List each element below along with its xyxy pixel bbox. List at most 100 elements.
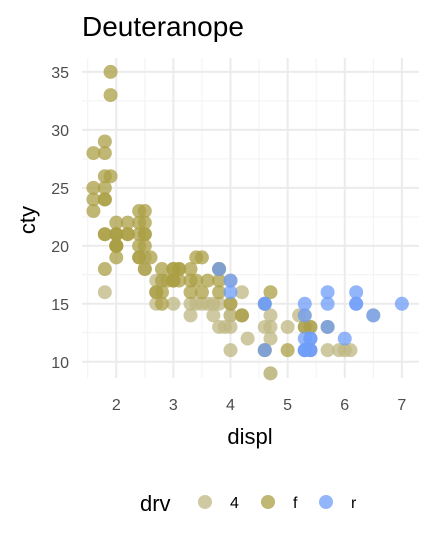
legend-key-r [319,495,333,509]
data-point-f [212,273,227,288]
plot-panel [82,58,419,381]
data-point-4 [200,296,215,311]
data-point-f [149,285,164,300]
data-point-f [109,215,124,230]
data-point-f [132,227,147,242]
data-point-r [320,285,335,300]
legend-label: 4 [230,495,239,512]
data-point-f [97,227,112,242]
y-tick-label: 20 [51,239,69,256]
data-point-4 [240,331,255,346]
data-point-r [257,343,272,358]
data-point-f [183,262,198,277]
data-point-f [200,273,215,288]
legend: drv 4 f r [140,491,357,516]
data-point-f [103,64,118,79]
data-point-f [86,180,101,195]
x-tick-label: 7 [397,397,406,414]
data-point-r [303,331,318,346]
data-point-f [189,250,204,265]
data-point-f [137,204,152,219]
data-point-f [97,262,112,277]
data-point-4 [183,308,198,323]
data-point-4 [212,296,227,311]
data-point-4 [217,319,232,334]
data-point-r [223,285,238,300]
data-point-f [109,238,124,253]
legend-title: drv [140,491,171,516]
data-point-r [366,308,381,323]
data-point-4 [263,308,278,323]
data-point-r [297,296,312,311]
x-tick-label: 4 [226,397,235,414]
data-point-f [120,215,135,230]
data-point-r [349,296,364,311]
x-tick-label: 2 [112,397,121,414]
data-point-f [97,192,112,207]
data-point-f [109,250,124,265]
data-point-r [257,296,272,311]
data-point-f [86,204,101,219]
data-point-f [143,250,158,265]
y-tick-label: 35 [51,65,69,82]
legend-label: r [351,495,357,512]
data-point-r [212,262,227,277]
data-point-f [194,285,209,300]
data-point-f [212,285,227,300]
y-axis-title: cty [15,206,40,234]
data-point-f [97,180,112,195]
data-point-f [189,273,204,288]
data-point-f [263,285,278,300]
legend-keys: 4 f r [198,495,357,512]
data-point-f [183,285,198,300]
data-point-r [297,343,312,358]
data-point-4 [263,331,278,346]
data-point-r [320,296,335,311]
data-point-4 [223,343,238,358]
data-point-f [280,343,295,358]
data-point-f [97,146,112,161]
y-tick-label: 15 [51,297,69,314]
data-point-f [234,308,249,323]
y-tick-label: 25 [51,181,69,198]
data-point-f [86,192,101,207]
data-point-r [349,285,364,300]
data-point-f [132,238,147,253]
data-point-r [337,331,352,346]
data-points [86,64,409,381]
data-point-f [172,273,187,288]
data-point-4 [343,343,358,358]
x-axis-ticks: 2 3 4 5 6 7 [112,397,407,414]
data-point-4 [223,308,238,323]
data-point-4 [280,319,295,334]
data-point-f [137,262,152,277]
data-point-f [103,169,118,184]
legend-label: f [293,495,298,512]
data-point-f [109,227,124,242]
data-point-f [154,262,169,277]
data-point-r [320,319,335,334]
data-point-4 [320,343,335,358]
data-point-r [223,273,238,288]
legend-key-f [261,495,275,509]
data-point-f [137,215,152,230]
data-point-f [223,296,238,311]
legend-key-4 [198,495,212,509]
data-point-f [297,319,312,334]
data-point-f [103,88,118,103]
x-tick-label: 6 [340,397,349,414]
data-point-f [86,146,101,161]
data-point-4 [206,308,221,323]
chart-title: Deuteranope [82,11,244,42]
y-tick-label: 30 [51,123,69,140]
x-tick-label: 5 [283,397,292,414]
data-point-4 [263,319,278,334]
y-tick-label: 10 [51,355,69,372]
data-point-4 [234,285,249,300]
data-point-f [154,296,169,311]
x-axis-title: displ [227,424,272,449]
data-point-4 [166,296,181,311]
data-point-f [166,262,181,277]
data-point-4 [97,285,112,300]
